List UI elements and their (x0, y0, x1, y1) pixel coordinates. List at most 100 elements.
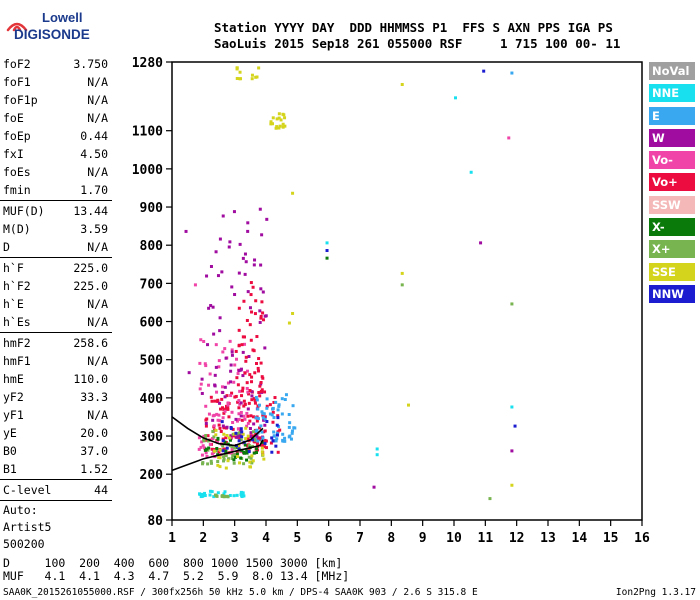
echo-point (243, 443, 247, 447)
echo-point (275, 423, 279, 427)
echo-point (244, 260, 248, 264)
echo-point (214, 428, 218, 432)
param-row: foF2 3.750 (0, 55, 112, 73)
echo-point (289, 437, 293, 441)
echo-point (246, 369, 250, 373)
echo-point (407, 403, 410, 407)
echo-point (221, 391, 225, 395)
echo-point (259, 287, 263, 291)
legend-item-xplus: X+ (649, 240, 695, 259)
echo-point (269, 441, 273, 445)
echo-point (236, 400, 240, 404)
echo-point (227, 245, 231, 249)
echo-point (237, 417, 241, 421)
echo-point (225, 394, 229, 398)
echo-point (187, 371, 191, 375)
echo-point (204, 364, 208, 368)
echo-point (271, 406, 275, 410)
echo-point (209, 395, 213, 399)
echo-point (246, 407, 250, 411)
echo-point (236, 383, 240, 387)
echo-point (249, 465, 253, 469)
param-row: hmF1 N/A (0, 352, 112, 370)
echo-point (270, 436, 274, 440)
y-tick-label: 700 (140, 277, 164, 292)
echo-point (229, 380, 233, 384)
echo-point (217, 359, 221, 363)
echo-point (236, 427, 240, 431)
echo-point (222, 411, 226, 415)
echo-point (208, 489, 212, 493)
param-row: hmF2 258.6 (0, 334, 112, 352)
echo-point (208, 372, 212, 376)
x-tick-label: 11 (478, 531, 494, 546)
echo-point (204, 433, 208, 437)
param-value: 225.0 (73, 261, 108, 275)
echo-point (252, 451, 256, 455)
echo-point (259, 361, 263, 365)
echo-point (256, 417, 260, 421)
echo-point (227, 457, 231, 461)
param-name: foF1p (3, 93, 38, 107)
echo-point (216, 491, 220, 495)
echo-point (221, 214, 225, 218)
x-tick-label: 4 (262, 531, 270, 546)
echo-point (513, 424, 517, 428)
param-name: yF1 (3, 408, 24, 422)
echo-point (261, 311, 265, 315)
echo-point (255, 435, 259, 439)
echo-point (220, 385, 224, 389)
echo-point (274, 400, 278, 404)
echo-point (288, 434, 292, 438)
param-name: h`E (3, 297, 24, 311)
echo-point (229, 363, 233, 367)
echo-point (238, 436, 242, 440)
echo-point (200, 391, 204, 395)
echo-point (276, 416, 280, 420)
echo-point (217, 365, 221, 369)
echo-point (237, 399, 241, 403)
echo-point (277, 116, 281, 120)
echo-point (247, 443, 251, 447)
param-name: yE (3, 426, 17, 440)
echo-point (242, 399, 246, 403)
x-tick-label: 13 (540, 531, 556, 546)
polarization-legend: NoVal NNE E W Vo- Vo+ SSW X- X+ SSE NNW (649, 62, 695, 307)
echo-point (193, 283, 197, 287)
plot-frame (171, 61, 643, 521)
param-name: h`Es (3, 315, 31, 329)
echo-point (198, 361, 202, 365)
x-tick-label: 12 (509, 531, 525, 546)
trace-line (171, 416, 264, 447)
echo-point (261, 416, 265, 420)
echo-point (400, 82, 404, 86)
param-value: 0.44 (80, 129, 108, 143)
param-name: M(D) (3, 222, 31, 236)
param-row: yE 20.0 (0, 424, 112, 442)
echo-point (200, 492, 204, 496)
echo-point (262, 412, 266, 416)
echo-point (229, 369, 233, 373)
echo-point (198, 492, 202, 496)
echo-point (259, 424, 263, 428)
echo-point (239, 492, 243, 496)
echo-point (245, 381, 249, 385)
echo-point (253, 401, 257, 405)
echo-point (280, 397, 284, 401)
echo-point (325, 256, 329, 260)
echo-point (510, 71, 514, 75)
echo-point (228, 240, 232, 244)
echo-point (222, 457, 226, 461)
echo-point (241, 374, 245, 378)
echo-point (203, 491, 207, 495)
echo-point (237, 439, 241, 443)
echo-point (229, 427, 233, 431)
echo-point (246, 434, 250, 438)
y-tick-label: 500 (140, 354, 164, 369)
param-value: N/A (87, 111, 108, 125)
echo-point (221, 424, 225, 428)
echo-point (213, 384, 217, 388)
echo-point (222, 492, 226, 496)
echo-point (261, 376, 265, 380)
echo-point (259, 316, 263, 320)
